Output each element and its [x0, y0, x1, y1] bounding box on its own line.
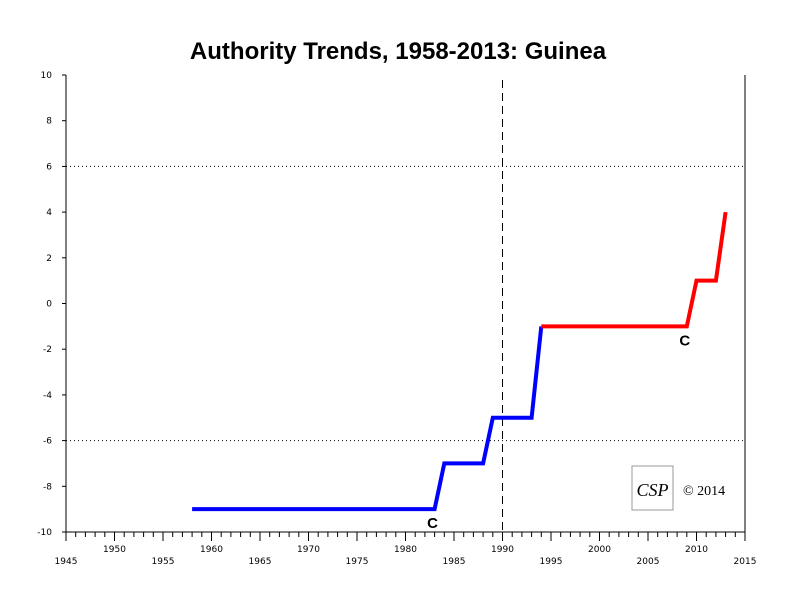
x-tick-label: 1945 — [55, 557, 78, 567]
y-axis: -10 -8 -6 -4 -2 0 2 4 6 8 10 — [37, 71, 66, 538]
y-tick-label: 10 — [41, 71, 53, 81]
y-tick-label: 2 — [46, 254, 52, 264]
y-tick-label: 0 — [46, 300, 52, 310]
annotation-label-0: C — [427, 515, 438, 532]
x-tick-label: 1965 — [249, 557, 272, 567]
copyright-text: © 2014 — [683, 484, 725, 499]
x-tick-label: 2005 — [637, 557, 660, 567]
y-tick-label: -2 — [43, 345, 52, 355]
y-tick-label: 6 — [46, 162, 52, 172]
y-tick-label: -6 — [43, 437, 52, 447]
plot-frame — [65, 75, 746, 533]
reference-lines — [66, 80, 745, 532]
x-tick-label: 1955 — [152, 557, 175, 567]
x-tick-label: 1950 — [103, 545, 126, 555]
series-line-1 — [541, 211, 728, 329]
csp-logo: CSP — [631, 465, 674, 511]
logo-frame — [631, 465, 674, 511]
y-tick-label: -10 — [37, 528, 52, 538]
y-tick-label: -8 — [43, 482, 52, 492]
y-tick-label: -4 — [43, 391, 52, 401]
x-tick-label: 1970 — [297, 545, 320, 555]
annotations: CC — [427, 332, 690, 532]
x-tick-label: 1975 — [346, 557, 369, 567]
x-axis: 1945 1950 1955 1960 1965 1970 1975 1980 1985 1990… — [55, 532, 757, 567]
x-tick-label: 1980 — [394, 545, 417, 555]
x-tick-label: 2000 — [588, 545, 611, 555]
chart-title: Authority Trends, 1958-2013: Guinea — [190, 38, 607, 65]
logo-text: CSP — [636, 480, 668, 500]
series-layer — [192, 211, 728, 512]
y-tick-label: 4 — [46, 208, 52, 218]
x-tick-label: 2010 — [685, 545, 708, 555]
x-tick-label: 1960 — [200, 545, 223, 555]
x-tick-label: 1985 — [443, 557, 466, 567]
annotation-label-1: C — [679, 332, 690, 349]
x-tick-label: 2015 — [734, 557, 757, 567]
x-tick-label: 1995 — [540, 557, 563, 567]
y-tick-label: 8 — [46, 117, 52, 127]
series-line-0 — [192, 326, 544, 512]
x-tick-label: 1990 — [491, 545, 514, 555]
